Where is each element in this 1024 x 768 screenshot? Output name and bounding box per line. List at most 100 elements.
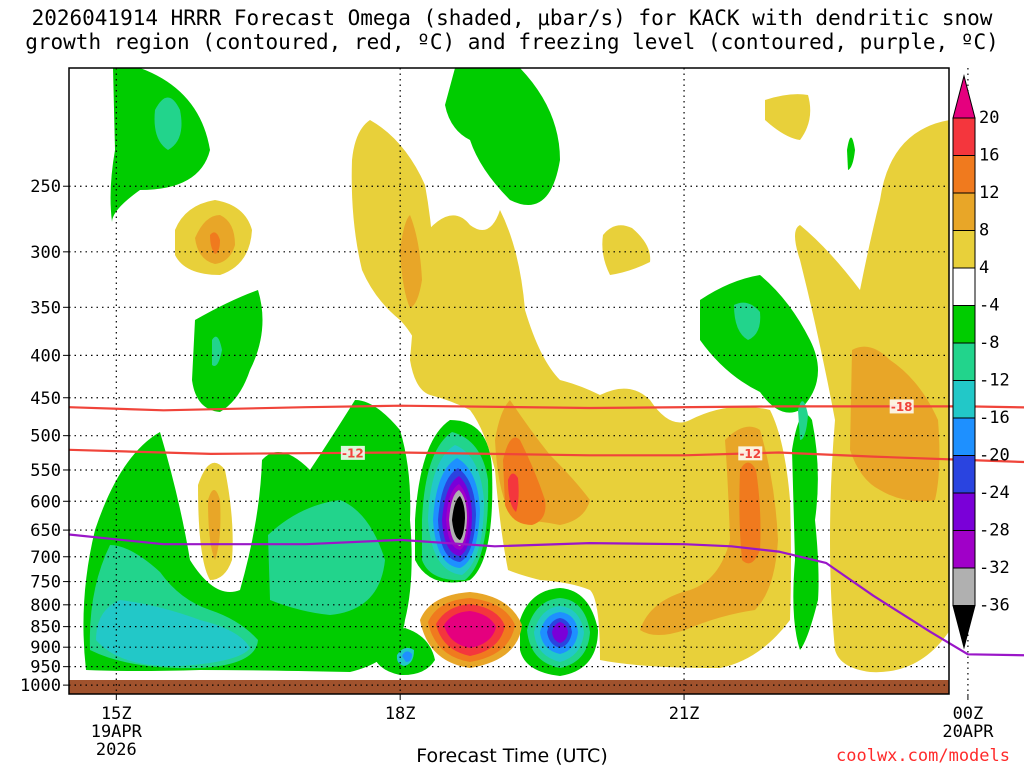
y-axis: 2503003504004505005506006507007508008509…	[20, 177, 69, 696]
omega-teal-upper-left	[154, 97, 182, 150]
omega-gold-tall-21z	[400, 215, 422, 308]
y-tick-label: 450	[30, 389, 61, 409]
omega-green-upper-left	[110, 68, 210, 222]
colorbar-swatch	[952, 455, 976, 494]
colorbar-label: -36	[979, 596, 1010, 616]
x-tick-label: 21Z	[669, 704, 700, 724]
omega-black-core-22z	[452, 496, 465, 540]
y-tick-label: 650	[30, 521, 61, 541]
colorbar: 20 16 12 8 4 -4 -8 -12 -16 -20 -24 -28 -32 -36	[952, 74, 1010, 650]
contour-label-bg	[738, 446, 763, 461]
credit-link[interactable]: coolwx.com/models	[836, 746, 1010, 766]
colorbar-label: -28	[979, 521, 1010, 541]
colorbar-swatch	[952, 380, 976, 419]
x-tick-label: 18Z	[385, 704, 416, 724]
omega-gold-small-left	[208, 490, 221, 560]
colorbar-swatch	[952, 117, 976, 156]
contour-label: -12	[739, 447, 761, 461]
y-tick-label: 700	[30, 548, 61, 568]
omega-magenta-22z-lower	[444, 611, 496, 648]
omega-purple-00z	[552, 622, 568, 643]
omega-teal-small-right	[798, 401, 808, 440]
omega-teal-mid	[268, 500, 385, 615]
y-tick-label: 250	[30, 177, 61, 197]
omega-gold-right-column	[850, 346, 940, 502]
colorbar-label: -12	[979, 371, 1010, 391]
contour-lines: -18-12-12-120	[68, 399, 1024, 657]
colorbar-label: 8	[979, 221, 989, 241]
colorbar-swatch	[952, 192, 976, 231]
y-tick-label: 600	[30, 492, 61, 512]
omega-cyan-lower-left	[96, 600, 250, 667]
colorbar-label: 4	[979, 258, 989, 278]
omega-orange-right-center	[739, 462, 761, 564]
gridlines	[69, 68, 969, 694]
title-line-2: growth region (contoured, red, ºC) and f…	[25, 30, 999, 54]
y-tick-label: 800	[30, 596, 61, 616]
plot-border	[68, 67, 950, 695]
omega-shading	[69, 68, 949, 694]
omega-green-top-center	[445, 68, 560, 205]
omega-green-right	[700, 275, 818, 413]
omega-yellow-big-center	[410, 210, 791, 668]
omega-green-small-right	[792, 414, 819, 650]
y-tick-label: 300	[30, 243, 61, 263]
contour-line	[68, 404, 1024, 412]
omega-orange-upper-left	[210, 232, 220, 254]
colorbar-swatch	[952, 267, 976, 306]
colorbar-label: 20	[979, 108, 999, 128]
colorbar-label: -32	[979, 558, 1010, 578]
contour-label: -18	[891, 400, 913, 414]
colorbar-swatch	[952, 530, 976, 569]
omega-teal-right	[734, 302, 761, 340]
y-tick-label: 400	[30, 346, 61, 366]
omega-teal-small-left	[212, 336, 222, 366]
y-tick-label: 1000	[20, 676, 61, 696]
colorbar-swatch	[952, 155, 976, 194]
contour-label-bg	[889, 399, 914, 414]
colorbar-swatch	[952, 305, 976, 344]
colorbar-label: -20	[979, 446, 1010, 466]
omega-red-22z-upper	[508, 473, 519, 512]
colorbar-label: 16	[979, 146, 999, 166]
y-tick-label: 350	[30, 298, 61, 318]
colorbar-label: 12	[979, 183, 999, 203]
colorbar-swatch	[952, 230, 976, 269]
x-axis-title: Forecast Time (UTC)	[416, 745, 608, 767]
x-tick-date: 20APR	[942, 722, 994, 742]
colorbar-swatch	[952, 417, 976, 456]
x-tick-label: 15Z	[101, 704, 132, 724]
ground-surface	[69, 680, 949, 694]
colorbar-swatch	[952, 567, 976, 606]
omega-blue-lower-22z	[402, 651, 412, 662]
colorbar-top-arrow	[952, 74, 976, 119]
colorbar-label: -8	[979, 333, 999, 353]
contour-label-bg	[340, 445, 365, 460]
y-tick-label: 500	[30, 427, 61, 447]
x-axis: 15Z19APR202618Z21Z00Z20APR03Z06Z	[91, 694, 994, 760]
x-tick-label: 00Z	[953, 704, 984, 724]
y-tick-label: 750	[30, 573, 61, 593]
colorbar-label: -24	[979, 483, 1010, 503]
chart-title: 2026041914 HRRR Forecast Omega (shaded, …	[0, 6, 1024, 54]
colorbar-label: -4	[979, 296, 999, 316]
colorbar-bottom-arrow	[952, 605, 976, 650]
y-tick-label: 900	[30, 638, 61, 658]
contour-label: -12	[342, 446, 364, 460]
omega-green-speck-0630z	[847, 137, 855, 170]
x-tick-year: 2026	[96, 740, 137, 760]
colorbar-swatch	[952, 342, 976, 381]
omega-yellow-small-upper	[602, 225, 651, 275]
colorbar-swatch	[952, 492, 976, 531]
y-tick-label: 550	[30, 461, 61, 481]
omega-green-mid-left	[192, 290, 263, 412]
contour-line	[68, 533, 1024, 657]
contour-line	[68, 448, 1024, 464]
x-tick-date: 19APR	[91, 722, 143, 742]
colorbar-label: -16	[979, 408, 1010, 428]
y-tick-label: 950	[30, 658, 61, 678]
y-tick-label: 850	[30, 618, 61, 638]
title-line-1: 2026041914 HRRR Forecast Omega (shaded, …	[31, 6, 993, 30]
omega-yellow-top-right	[765, 94, 811, 140]
